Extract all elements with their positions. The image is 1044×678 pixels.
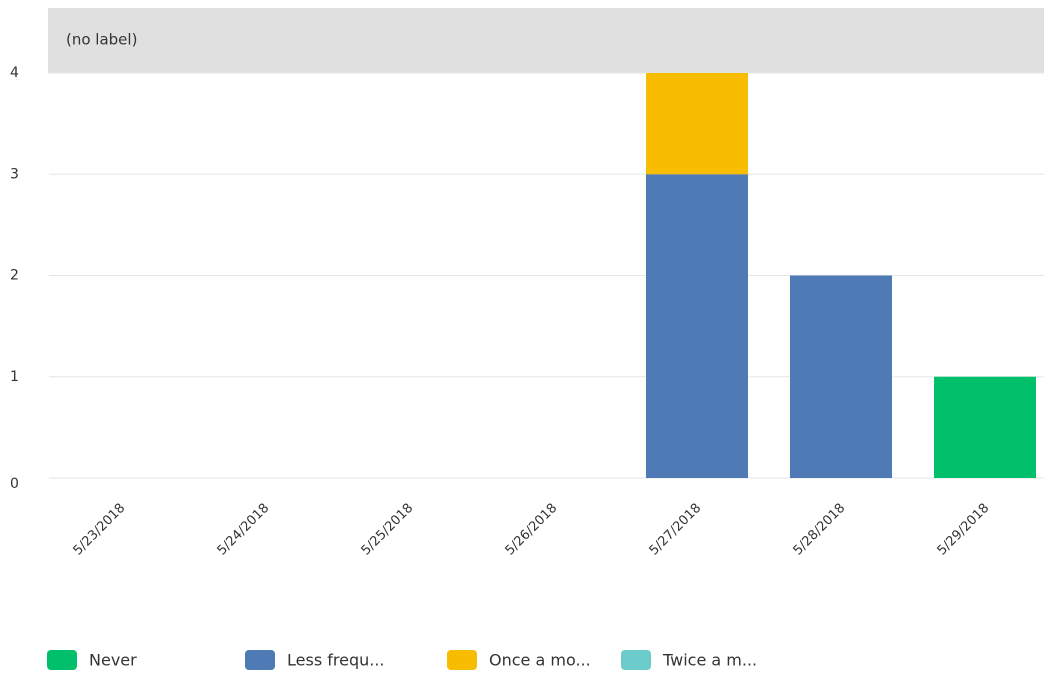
y-tick-label: 2 — [10, 268, 19, 284]
legend-swatch — [621, 650, 651, 670]
legend-swatch — [47, 650, 77, 670]
bar-segment — [646, 174, 748, 478]
bar-segment — [646, 73, 748, 175]
legend-label: Twice a m... — [662, 651, 757, 670]
x-tick-label: 5/27/2018 — [647, 501, 705, 559]
legend-swatch — [245, 650, 275, 670]
bar-segment — [790, 275, 892, 478]
y-tick-label: 0 — [10, 476, 19, 492]
x-tick-label: 5/28/2018 — [791, 501, 849, 559]
y-tick-label: 4 — [10, 65, 19, 81]
x-tick-label: 5/26/2018 — [503, 501, 561, 559]
legend-label: Once a mo... — [489, 651, 591, 670]
legend-swatch — [447, 650, 477, 670]
header-band — [48, 8, 1044, 73]
y-tick-label: 3 — [10, 166, 19, 182]
bar-segment — [934, 376, 1036, 478]
x-tick-label: 5/24/2018 — [215, 501, 273, 559]
legend-label: Less frequ... — [287, 651, 385, 670]
legend-label: Never — [89, 651, 137, 670]
y-tick-label: 1 — [10, 369, 19, 385]
chart-title: (no label) — [66, 31, 137, 49]
x-tick-label: 5/29/2018 — [935, 501, 993, 559]
x-tick-label: 5/23/2018 — [71, 501, 129, 559]
x-tick-label: 5/25/2018 — [359, 501, 417, 559]
